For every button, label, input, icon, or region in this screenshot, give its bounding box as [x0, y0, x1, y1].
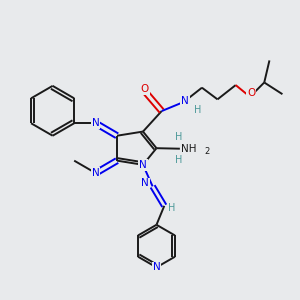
Text: H: H	[175, 132, 182, 142]
Text: N: N	[153, 262, 160, 272]
Text: 2: 2	[205, 147, 210, 156]
Text: H: H	[194, 105, 201, 115]
Text: O: O	[141, 84, 149, 94]
Text: N: N	[181, 96, 189, 106]
Text: N: N	[92, 168, 100, 178]
Text: H: H	[175, 155, 182, 165]
Text: N: N	[139, 160, 147, 170]
Text: N: N	[92, 118, 100, 128]
Text: NH: NH	[181, 144, 197, 154]
Text: H: H	[168, 203, 175, 213]
Text: N: N	[142, 178, 149, 188]
Text: O: O	[247, 88, 255, 98]
